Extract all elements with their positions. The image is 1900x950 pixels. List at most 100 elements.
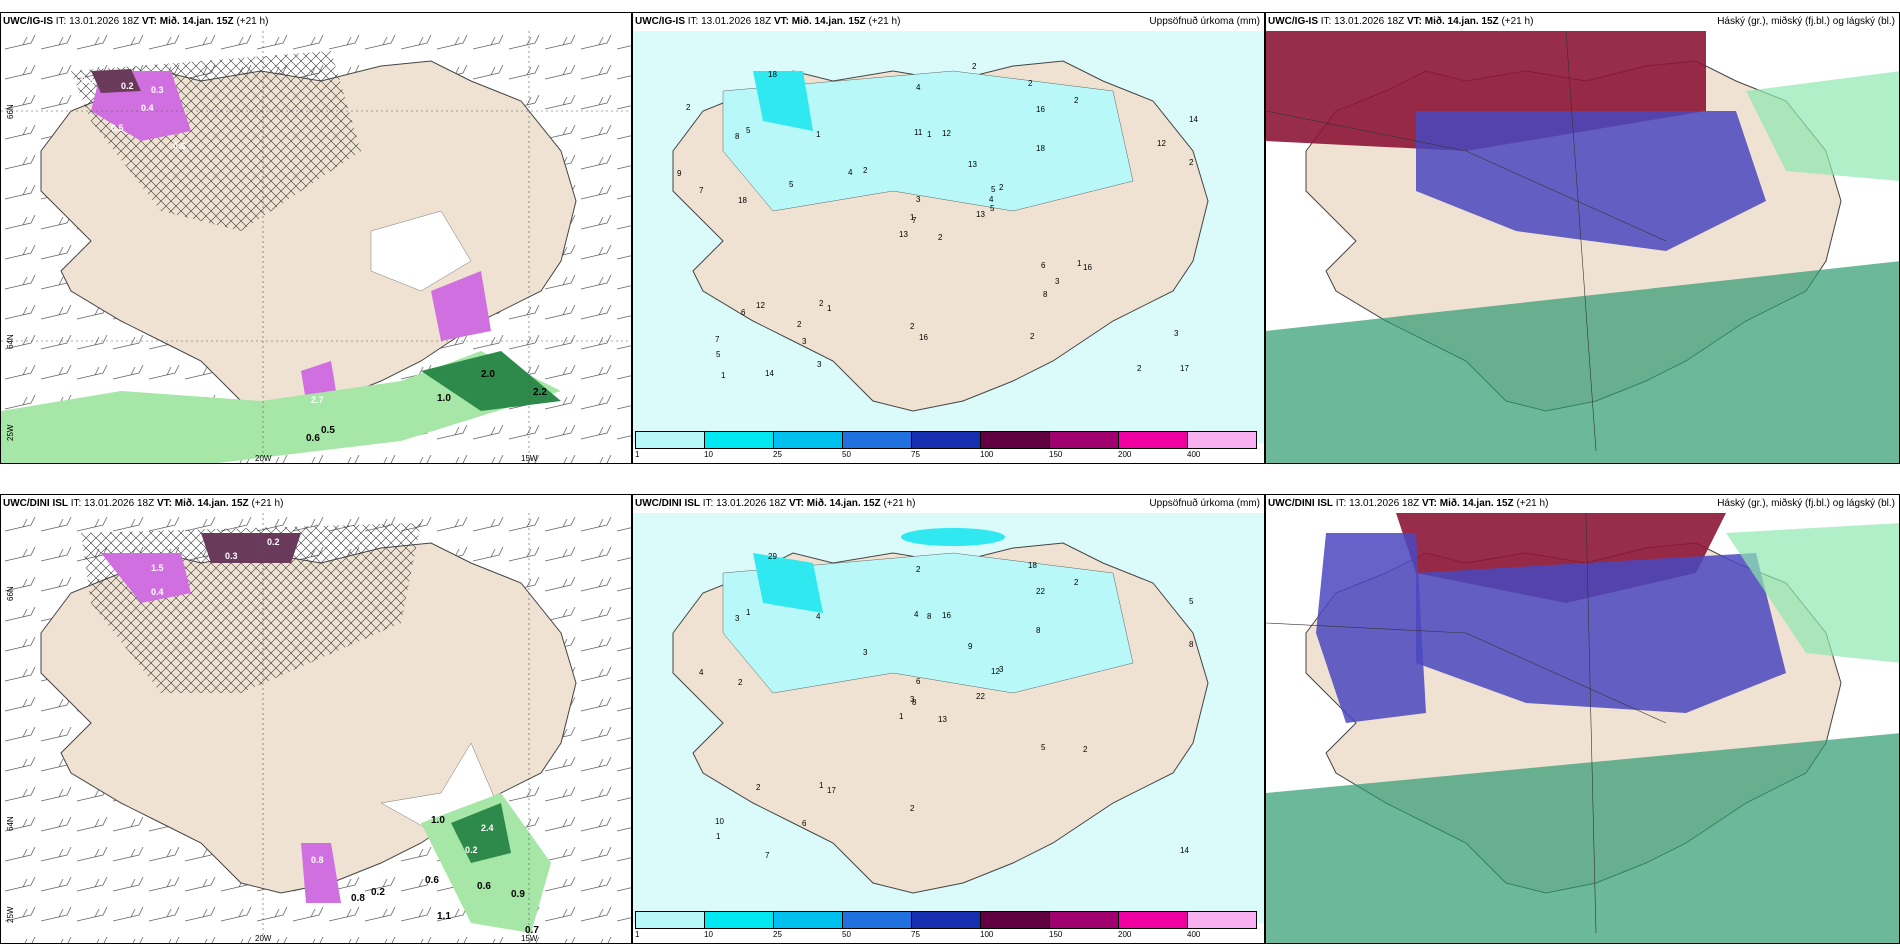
precip-value: 8 — [1036, 626, 1041, 635]
precip-value: 1 — [899, 712, 904, 721]
colorbar-label: 75 — [911, 450, 920, 459]
precip-value: 22 — [976, 692, 985, 701]
contour-label: 0.4 — [151, 587, 164, 597]
precip-value: 9 — [968, 642, 973, 651]
precip-value: 1 — [910, 213, 915, 222]
colorbar-label: 50 — [842, 450, 851, 459]
colorbar-bin — [773, 431, 843, 449]
colorbar-bin — [911, 431, 981, 449]
precip-value: 18 — [1036, 144, 1045, 153]
lat-label: 66N — [6, 586, 15, 601]
colorbar-bin — [980, 911, 1050, 929]
precip-value: 18 — [768, 70, 777, 79]
colorbar-bin — [635, 431, 705, 449]
precip-value: 13 — [899, 230, 908, 239]
precip-map: 2877512121613181718141318141113122531216… — [633, 31, 1264, 443]
contour-label: 0.6 — [425, 875, 439, 886]
precip-value: 2 — [863, 166, 868, 175]
precip-value: 2 — [1189, 158, 1194, 167]
contour-label: 0.8 — [311, 855, 324, 865]
cloud-panel-dini: UWC/DINI ISL IT: 13.01.2026 18Z VT: Mið.… — [1265, 494, 1900, 944]
precip-value: 5 — [746, 126, 751, 135]
precip-value: 2 — [916, 565, 921, 574]
precip-value: 14 — [1189, 115, 1198, 124]
precip-value: 12 — [756, 301, 765, 310]
precip-value: 6 — [802, 819, 807, 828]
colorbar-label: 10 — [704, 450, 713, 459]
contour-label: 0.6 — [477, 881, 491, 892]
panel-title: UWC/IG-IS IT: 13.01.2026 18Z VT: Mið. 14… — [1268, 16, 1534, 27]
contour-label: 0.5 — [321, 425, 335, 436]
contour-label: 2.7 — [311, 395, 324, 405]
precip-value: 2 — [1083, 745, 1088, 754]
precip-colorbar: 1 10 25 50 75 100 150 200 400 — [635, 911, 1257, 939]
precip-value: 7 — [699, 186, 704, 195]
precip-value: 10 — [715, 817, 724, 826]
precip-value: 4 — [914, 610, 919, 619]
contour-label: 0.2 — [371, 887, 385, 898]
precip-value: 6 — [1041, 261, 1046, 270]
precip-value: 5 — [789, 180, 794, 189]
precip-value: 3 — [802, 337, 807, 346]
colorbar-bin — [1049, 431, 1119, 449]
contour-label: 1.5 — [151, 563, 164, 573]
precip-value: 7 — [912, 216, 917, 225]
precip-panel-dini: UWC/DINI ISL IT: 13.01.2026 18Z VT: Mið.… — [632, 494, 1265, 944]
contour-label: 0.8 — [351, 893, 365, 904]
precip-value: 4 — [816, 612, 821, 621]
contour-label: 1.0 — [437, 393, 451, 404]
precip-value: 1 — [1077, 259, 1082, 268]
precip-value: 12 — [942, 129, 951, 138]
precip-value: 22 — [1036, 587, 1045, 596]
lat-label: 25W — [6, 424, 15, 441]
colorbar-bin — [842, 911, 912, 929]
precip-value: 1 — [927, 130, 932, 139]
precip-colorbar: 1 10 25 50 75 100 150 200 400 — [635, 431, 1257, 459]
colorbar-label: 1 — [635, 930, 640, 939]
precip-value: 13 — [976, 210, 985, 219]
precip-value: 9 — [677, 169, 682, 178]
precip-value: 7 — [765, 851, 770, 860]
precip-value: 1 — [819, 781, 824, 790]
precip-value: 17 — [827, 786, 836, 795]
contour-label: 0.9 — [511, 889, 525, 900]
colorbar-bin — [773, 911, 843, 929]
lon-label: 15W — [521, 934, 538, 943]
wind-panel-igis: UWC/IG-IS IT: 13.01.2026 18Z VT: Mið. 14… — [0, 12, 632, 464]
precip-value: 7 — [715, 335, 720, 344]
colorbar-bin — [1187, 431, 1257, 449]
precip-value: 5 — [990, 204, 995, 213]
contour-label: 0.6 — [173, 141, 186, 151]
field-label: Háský (gr.), miðský (fj.bl.) og lágský (… — [1717, 498, 1895, 509]
contour-label: 1.1 — [437, 911, 451, 922]
panel-title: UWC/DINI ISL IT: 13.01.2026 18Z VT: Mið.… — [635, 498, 916, 509]
contour-label: 0.3 — [225, 551, 238, 561]
precip-value: 4 — [848, 168, 853, 177]
lat-label: 66N — [6, 104, 15, 119]
precip-value: 1 — [827, 304, 832, 313]
lon-label: 20W — [255, 934, 272, 943]
colorbar-bin — [704, 911, 774, 929]
precip-value: 8 — [1189, 640, 1194, 649]
precip-value: 1 — [716, 832, 721, 841]
precip-value: 3 — [916, 195, 921, 204]
colorbar-bin — [704, 431, 774, 449]
precip-value: 2 — [686, 103, 691, 112]
precip-value: 2 — [738, 678, 743, 687]
precip-value: 5 — [991, 185, 996, 194]
lat-label: 64N — [6, 334, 15, 349]
colorbar-label: 200 — [1118, 930, 1132, 939]
precip-value: 8 — [1043, 290, 1048, 299]
colorbar-bin — [911, 911, 981, 929]
lon-label: 20W — [255, 454, 272, 463]
lat-label: 25W — [6, 906, 15, 923]
precip-value: 16 — [1083, 263, 1092, 272]
precip-value: 2 — [972, 62, 977, 71]
colorbar-bin — [980, 431, 1050, 449]
precip-value: 3 — [1055, 277, 1060, 286]
wind-map: 0.2 0.3 1.5 0.4 0.8 2.4 0.2 1.0 0.6 0.6 … — [1, 513, 631, 943]
precip-value: 4 — [699, 668, 704, 677]
precip-value: 3 — [735, 614, 740, 623]
cloud-panel-igis: UWC/IG-IS IT: 13.01.2026 18Z VT: Mið. 14… — [1265, 12, 1900, 464]
precip-map: 1338101217181622222914251874923168321245… — [633, 513, 1264, 923]
